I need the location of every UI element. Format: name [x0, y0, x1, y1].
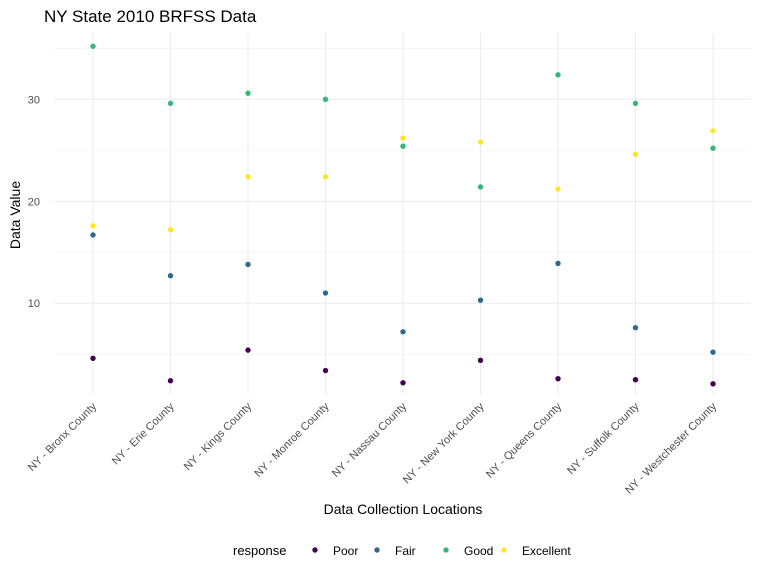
legend-title: response — [233, 543, 286, 558]
legend-key-excellent — [501, 547, 507, 553]
data-point — [555, 186, 561, 192]
data-point — [322, 290, 329, 296]
data-point — [167, 100, 174, 107]
data-points — [90, 43, 716, 387]
y-axis-ticks: 10 20 30 — [28, 94, 40, 310]
data-point — [555, 260, 561, 267]
data-point — [710, 381, 716, 387]
x-tick-label: NY - Erie County — [110, 400, 177, 467]
data-point — [245, 174, 251, 180]
x-tick-label: NY - Westchester County — [623, 400, 719, 496]
grid — [54, 33, 751, 395]
legend-label: Poor — [333, 544, 358, 558]
x-axis-ticks: NY - Bronx County NY - Erie County NY - Ki… — [26, 400, 720, 496]
legend-label: Fair — [395, 544, 416, 558]
y-tick-label: 20 — [28, 196, 40, 208]
data-point — [632, 324, 639, 331]
data-point — [477, 139, 484, 145]
data-point — [167, 272, 174, 279]
series-fair — [90, 232, 716, 355]
data-point — [477, 357, 484, 364]
data-point — [322, 174, 329, 180]
data-point — [400, 329, 406, 335]
legend-key-good — [443, 547, 449, 553]
legend-label: Good — [464, 544, 493, 558]
data-point — [245, 261, 251, 268]
data-point — [322, 367, 329, 374]
y-axis-title: Data Value — [7, 181, 23, 249]
x-tick-label: NY - New York County — [401, 400, 487, 486]
data-point — [632, 377, 639, 383]
data-point — [710, 349, 716, 355]
data-point — [245, 347, 251, 353]
legend: response Poor Fair Good Excellent — [233, 543, 571, 558]
legend-key-fair — [374, 547, 380, 553]
x-tick-label: NY - Bronx County — [26, 400, 100, 474]
x-tick-label: NY - Kings County — [182, 400, 255, 473]
x-axis-title: Data Collection Locations — [324, 501, 483, 517]
data-point — [477, 184, 484, 190]
x-tick-label: NY - Nassau County — [330, 400, 410, 480]
data-point — [90, 223, 96, 229]
data-point — [90, 232, 96, 238]
data-point — [555, 375, 561, 382]
x-tick-label: NY - Monroe County — [252, 400, 332, 480]
data-point — [167, 227, 174, 233]
y-tick-label: 30 — [28, 94, 40, 106]
x-tick-label: NY - Queens County — [484, 400, 564, 480]
series-excellent — [90, 128, 716, 233]
y-tick-label: 10 — [28, 298, 40, 310]
data-point — [400, 135, 406, 141]
data-point — [90, 355, 96, 361]
data-point — [322, 96, 329, 102]
legend-label: Excellent — [522, 544, 571, 558]
data-point — [477, 297, 484, 303]
series-good — [90, 43, 716, 190]
data-point — [400, 380, 406, 386]
data-point — [400, 143, 406, 149]
data-point — [710, 128, 716, 134]
data-point — [710, 145, 716, 151]
data-point — [167, 378, 174, 384]
data-point — [632, 100, 639, 107]
data-point — [90, 43, 96, 49]
data-point — [632, 151, 639, 158]
data-point — [245, 90, 251, 96]
legend-key-poor — [312, 547, 318, 553]
chart-title: NY State 2010 BRFSS Data — [44, 7, 257, 26]
data-point — [555, 72, 561, 78]
x-tick-label: NY - Suffolk County — [565, 400, 642, 477]
series-poor — [90, 347, 716, 387]
